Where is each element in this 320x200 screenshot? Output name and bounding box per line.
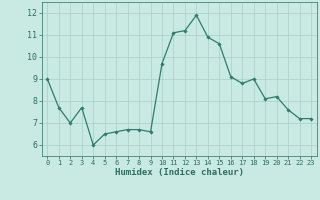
X-axis label: Humidex (Indice chaleur): Humidex (Indice chaleur) — [115, 168, 244, 177]
